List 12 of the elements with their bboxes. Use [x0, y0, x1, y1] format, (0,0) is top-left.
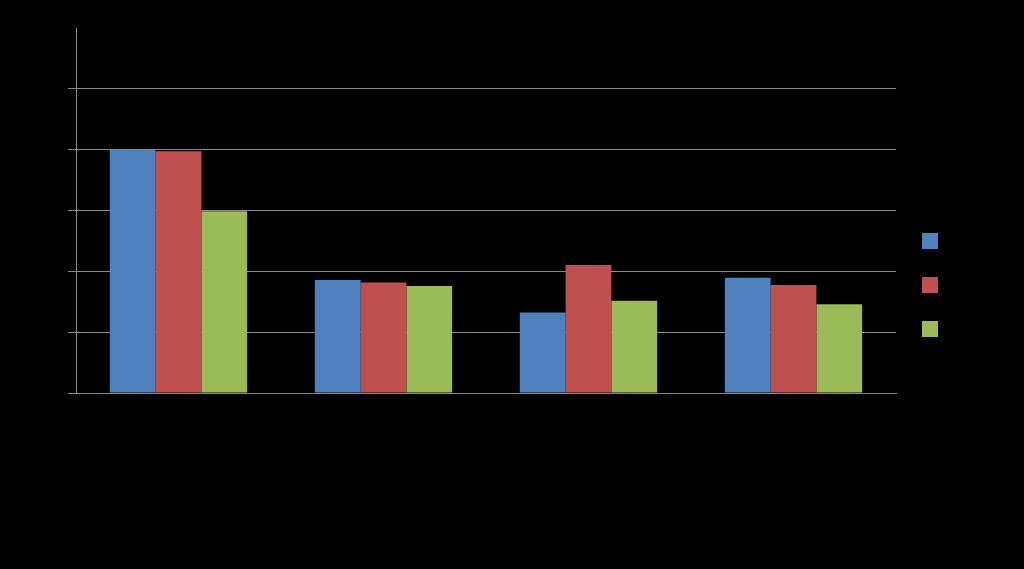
bar — [519, 312, 566, 393]
bar — [565, 265, 612, 393]
bar — [724, 277, 771, 393]
bar — [109, 149, 156, 393]
bar — [406, 285, 453, 393]
bar — [611, 300, 658, 393]
bar — [816, 304, 863, 393]
bar — [360, 282, 407, 393]
bar — [314, 280, 361, 393]
bar — [155, 151, 202, 393]
bar — [201, 211, 248, 393]
bar — [770, 284, 817, 393]
